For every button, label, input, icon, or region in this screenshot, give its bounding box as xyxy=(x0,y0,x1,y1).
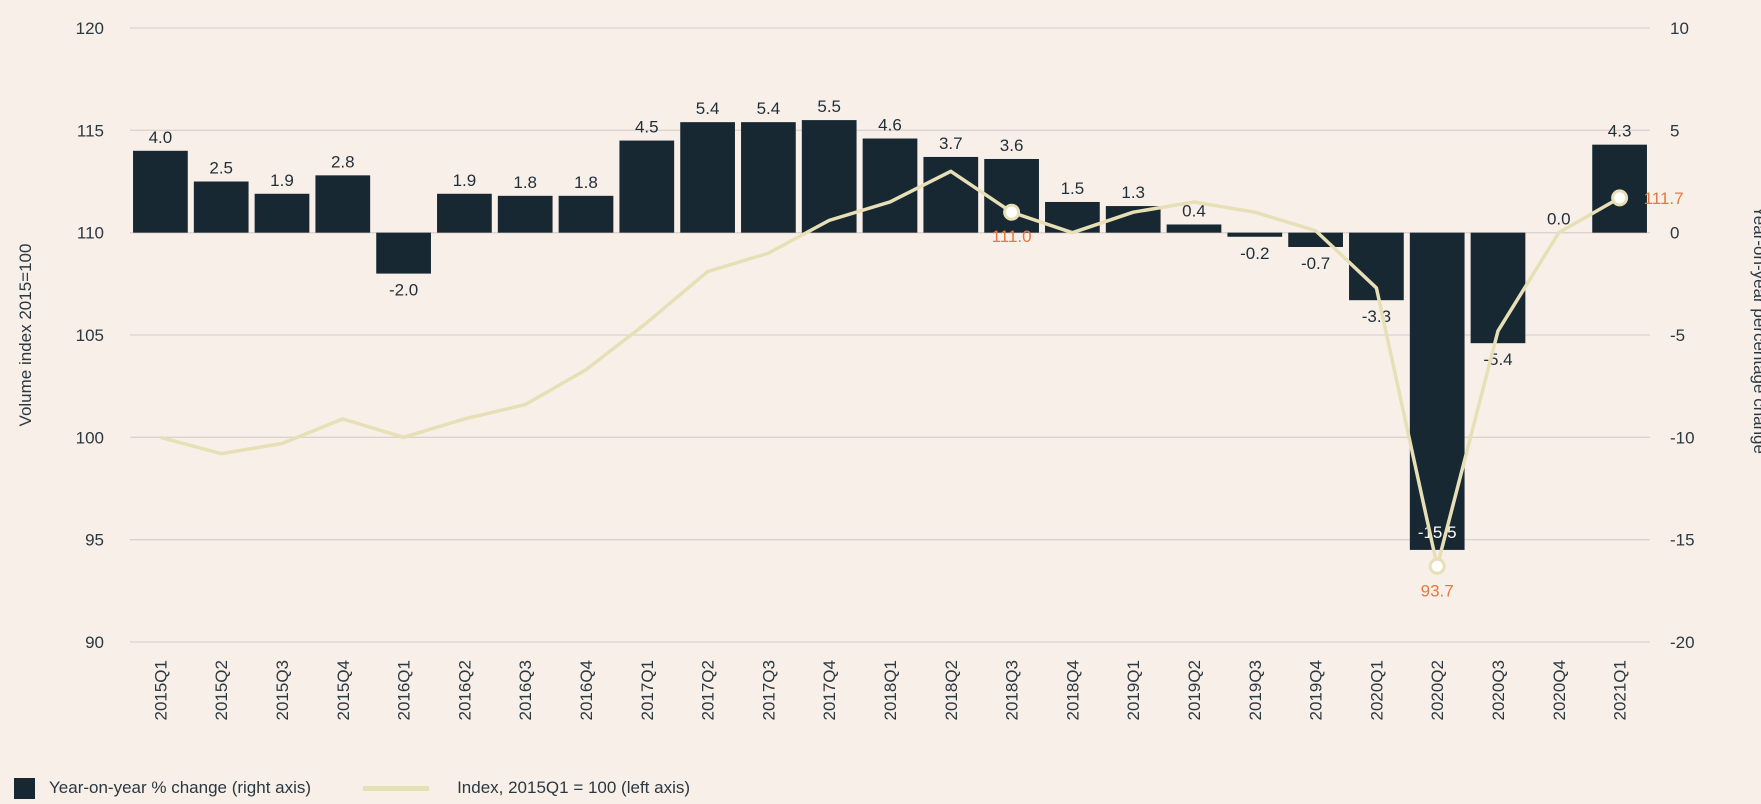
left-tick-label: 95 xyxy=(85,531,104,550)
right-axis-title: Year-on-year percentage change xyxy=(1750,206,1761,454)
right-tick-label: -5 xyxy=(1670,326,1685,345)
right-tick-label: -20 xyxy=(1670,633,1695,652)
left-tick-label: 120 xyxy=(76,19,104,38)
x-tick-label: 2016Q1 xyxy=(395,660,414,721)
x-tick-label: 2016Q2 xyxy=(455,660,474,721)
right-tick-label: 0 xyxy=(1670,224,1679,243)
bar-value-label: -15.5 xyxy=(1418,523,1457,542)
x-tick-label: 2020Q3 xyxy=(1489,660,1508,721)
bar xyxy=(680,122,735,233)
bar xyxy=(1288,232,1343,247)
right-tick-label: 5 xyxy=(1670,121,1679,140)
x-tick-label: 2015Q3 xyxy=(273,660,292,721)
bar xyxy=(1227,232,1283,237)
x-tick-label: 2019Q3 xyxy=(1246,660,1265,721)
x-tick-label: 2018Q3 xyxy=(1003,660,1022,721)
highlight-point xyxy=(1003,203,1021,221)
x-tick-label: 2016Q3 xyxy=(516,660,535,721)
bar xyxy=(923,156,979,233)
left-axis-title: Volume index 2015=100 xyxy=(16,244,35,427)
left-tick-label: 100 xyxy=(76,428,104,447)
left-tick-label: 115 xyxy=(77,121,104,140)
bar xyxy=(984,158,1039,233)
x-tick-label: 2020Q1 xyxy=(1367,660,1386,721)
x-tick-label: 2020Q2 xyxy=(1428,660,1447,721)
bar xyxy=(619,140,675,233)
bar-value-label: 1.9 xyxy=(270,171,294,190)
bar-value-label: 4.0 xyxy=(149,128,173,147)
highlight-point xyxy=(1611,189,1629,207)
bar xyxy=(558,195,614,233)
bar-value-label: 3.7 xyxy=(939,134,963,153)
bar-value-label: 4.5 xyxy=(635,118,659,137)
x-tick-label: 2017Q2 xyxy=(699,660,718,721)
bar xyxy=(133,150,188,233)
bar-value-label: -2.0 xyxy=(389,281,418,300)
bar-value-label: -0.2 xyxy=(1240,244,1269,263)
point-value-label: 111.7 xyxy=(1644,189,1684,208)
bar-value-label: 1.9 xyxy=(453,171,477,190)
left-tick-label: 110 xyxy=(77,224,104,243)
right-tick-label: -15 xyxy=(1670,531,1695,550)
x-tick-label: 2018Q1 xyxy=(881,660,900,721)
combo-chart: 90 95 100 105 110 115 120 -20 -15 -10 -5 0 5 10 Volume… xyxy=(16,19,1761,721)
bar-value-label: -0.7 xyxy=(1301,254,1330,273)
bar-value-label: -3.3 xyxy=(1362,307,1391,326)
x-tick-label: 2018Q2 xyxy=(942,660,961,721)
bar xyxy=(1592,144,1647,233)
bar xyxy=(315,175,371,233)
x-tick-label: 2017Q3 xyxy=(759,660,778,721)
x-tick-label: 2017Q4 xyxy=(820,660,839,721)
legend-bar-label: Year-on-year % change (right axis) xyxy=(49,778,312,797)
left-tick-label: 90 xyxy=(85,633,104,652)
legend-line-swatch xyxy=(363,785,430,791)
bar-value-label: 4.3 xyxy=(1608,122,1632,141)
x-tick-label: 2021Q1 xyxy=(1611,660,1630,721)
bar xyxy=(376,232,431,274)
bar xyxy=(1166,224,1222,233)
legend: Year-on-year % change (right axis) Index… xyxy=(14,776,690,800)
x-tick-label: 2015Q1 xyxy=(151,660,170,721)
right-tick-label: 10 xyxy=(1670,19,1689,38)
bar-value-label: 4.6 xyxy=(878,116,902,135)
bar xyxy=(741,122,796,233)
legend-line-label: Index, 2015Q1 = 100 (left axis) xyxy=(457,778,691,797)
x-tick-label: 2017Q1 xyxy=(638,660,657,721)
bar-value-label: 1.8 xyxy=(513,173,537,192)
bar-value-label: 1.8 xyxy=(574,173,598,192)
bar xyxy=(497,195,553,233)
x-tick-label: 2019Q2 xyxy=(1185,660,1204,721)
x-tick-label: 2015Q4 xyxy=(334,660,353,721)
index-line xyxy=(159,169,1621,569)
bar-value-label: 0.0 xyxy=(1547,210,1571,229)
bar xyxy=(1470,232,1526,344)
x-tick-label: 2018Q4 xyxy=(1063,660,1082,721)
bar-value-label: 1.5 xyxy=(1061,179,1085,198)
bar-value-label: 5.4 xyxy=(757,99,781,118)
x-tick-label: 2020Q4 xyxy=(1550,660,1569,721)
bar xyxy=(193,181,249,233)
bar xyxy=(437,193,492,233)
x-tick-label: 2019Q1 xyxy=(1124,660,1143,721)
bar xyxy=(862,138,918,233)
bar-value-label: 2.5 xyxy=(209,159,233,178)
highlight-point xyxy=(1428,557,1446,575)
bar-value-label: 0.4 xyxy=(1182,201,1206,220)
point-value-label: 93.7 xyxy=(1421,581,1454,600)
bar xyxy=(1409,232,1465,550)
bar-value-label: 2.8 xyxy=(331,152,355,171)
x-tick-label: 2016Q4 xyxy=(577,660,596,721)
bar xyxy=(254,193,310,233)
x-tick-label: 2019Q4 xyxy=(1307,660,1326,721)
point-value-label: 111.0 xyxy=(992,227,1032,246)
bar-value-label: 1.3 xyxy=(1121,183,1145,202)
x-tick-label: 2015Q2 xyxy=(212,660,231,721)
bar-value-label: 5.4 xyxy=(696,99,720,118)
bar-value-label: 5.5 xyxy=(817,97,841,116)
right-tick-label: -10 xyxy=(1670,428,1695,447)
legend-bar-swatch xyxy=(14,777,35,799)
left-tick-label: 105 xyxy=(76,326,104,345)
bar-value-label: 3.6 xyxy=(1000,136,1024,155)
